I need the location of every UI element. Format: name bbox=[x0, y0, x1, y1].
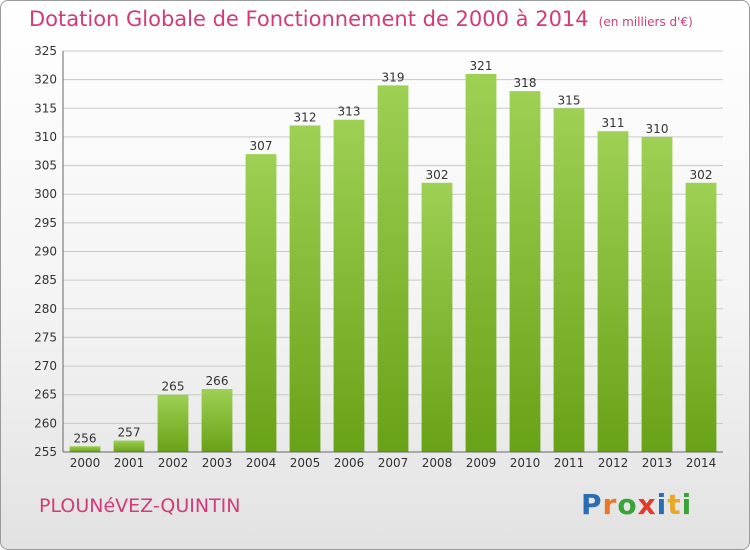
data-label: 302 bbox=[426, 168, 449, 182]
bar-2012 bbox=[597, 131, 629, 452]
logo-letter: o bbox=[617, 488, 638, 521]
proxiti-logo[interactable]: Proxiti bbox=[581, 488, 692, 521]
x-tick-label: 2005 bbox=[290, 456, 321, 470]
x-tick-label: 2006 bbox=[334, 456, 365, 470]
data-labels: 256 257 265 266 307 312 313 319 302 321 318 315 311 3… bbox=[74, 59, 713, 445]
x-tick-label: 2009 bbox=[466, 456, 497, 470]
bar-2001 bbox=[113, 440, 145, 452]
data-label: 265 bbox=[162, 380, 185, 394]
x-tick-label: 2013 bbox=[642, 456, 673, 470]
axes bbox=[62, 51, 723, 453]
y-tick-label: 285 bbox=[34, 273, 57, 287]
bar-2004 bbox=[245, 154, 277, 452]
x-axis-ticks: 2000 2001 2002 2003 2004 2005 2006 2007 2008 2009… bbox=[70, 456, 717, 470]
data-label: 302 bbox=[690, 168, 713, 182]
bar-2013 bbox=[641, 136, 673, 452]
y-tick-label: 300 bbox=[34, 187, 57, 201]
data-label: 257 bbox=[118, 426, 141, 440]
bar-2007 bbox=[377, 85, 409, 452]
data-label: 266 bbox=[206, 374, 229, 388]
y-tick-label: 320 bbox=[34, 73, 57, 87]
y-tick-label: 265 bbox=[34, 388, 57, 402]
data-label: 311 bbox=[602, 116, 625, 130]
bar-2014 bbox=[685, 182, 717, 452]
y-tick-label: 255 bbox=[34, 445, 57, 459]
chart-unit: (en milliers d'€) bbox=[598, 15, 693, 29]
y-tick-label: 260 bbox=[34, 416, 57, 430]
x-tick-label: 2003 bbox=[202, 456, 233, 470]
commune-name: PLOUNéVEZ-QUINTIN bbox=[39, 495, 241, 517]
data-label: 319 bbox=[382, 70, 405, 84]
logo-letter: i bbox=[656, 488, 668, 521]
bar-2006 bbox=[333, 119, 365, 452]
x-tick-label: 2011 bbox=[554, 456, 585, 470]
y-tick-label: 310 bbox=[34, 130, 57, 144]
y-tick-label: 315 bbox=[34, 101, 57, 115]
y-tick-label: 275 bbox=[34, 330, 57, 344]
x-tick-label: 2002 bbox=[158, 456, 189, 470]
logo-letter: i bbox=[681, 488, 693, 521]
logo-letter: t bbox=[667, 488, 682, 521]
bar-2003 bbox=[201, 388, 233, 452]
y-tick-label: 280 bbox=[34, 302, 57, 316]
y-tick-label: 290 bbox=[34, 245, 57, 259]
logo-letter: P bbox=[581, 488, 603, 521]
x-tick-label: 2014 bbox=[686, 456, 717, 470]
data-label: 256 bbox=[74, 431, 97, 445]
bar-2000 bbox=[69, 446, 101, 452]
y-axis-ticks: 255 260 265 270 275 280 285 290 295 300 305 310 315 3… bbox=[34, 44, 57, 459]
data-label: 313 bbox=[338, 105, 361, 119]
x-tick-label: 2007 bbox=[378, 456, 409, 470]
data-label: 321 bbox=[470, 59, 493, 73]
y-tick-label: 295 bbox=[34, 216, 57, 230]
y-tick-label: 325 bbox=[34, 44, 57, 58]
bar-2002 bbox=[157, 394, 189, 452]
bar-2011 bbox=[553, 108, 585, 453]
logo-letter: x bbox=[637, 488, 657, 521]
logo-letter: r bbox=[602, 488, 618, 521]
bar-2005 bbox=[289, 125, 321, 452]
x-tick-label: 2004 bbox=[246, 456, 277, 470]
data-label: 318 bbox=[514, 76, 537, 90]
bar-2010 bbox=[509, 91, 541, 452]
x-tick-label: 2012 bbox=[598, 456, 629, 470]
x-tick-label: 2010 bbox=[510, 456, 541, 470]
x-tick-label: 2008 bbox=[422, 456, 453, 470]
y-tick-label: 270 bbox=[34, 359, 57, 373]
bars bbox=[69, 73, 717, 453]
data-label: 315 bbox=[558, 93, 581, 107]
x-tick-label: 2000 bbox=[70, 456, 101, 470]
bar-2008 bbox=[421, 182, 453, 452]
data-label: 307 bbox=[250, 139, 273, 153]
chart-title-text: Dotation Globale de Fonctionnement de 20… bbox=[29, 7, 589, 31]
data-label: 312 bbox=[294, 110, 317, 124]
data-label: 310 bbox=[646, 122, 669, 136]
bar-chart: 255 260 265 270 275 280 285 290 295 300 305 310 315 3… bbox=[34, 44, 723, 470]
chart-title: Dotation Globale de Fonctionnement de 20… bbox=[29, 7, 693, 31]
x-tick-label: 2001 bbox=[114, 456, 145, 470]
bar-2009 bbox=[465, 73, 497, 453]
y-tick-label: 305 bbox=[34, 159, 57, 173]
